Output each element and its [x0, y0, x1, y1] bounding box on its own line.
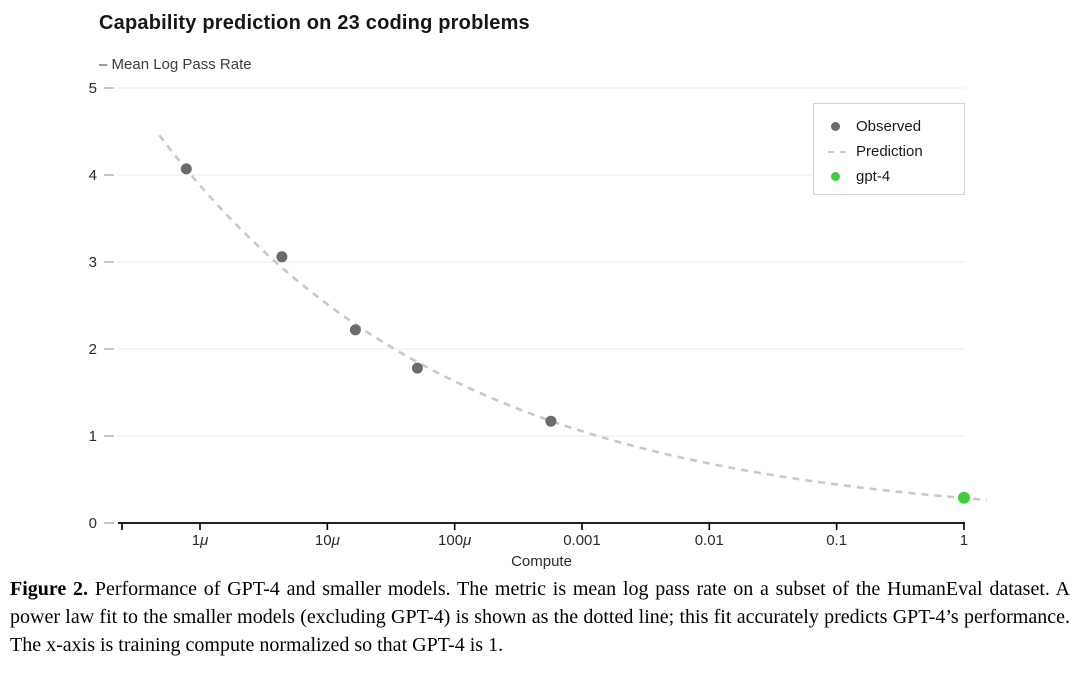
figure-caption: Figure 2. Performance of GPT-4 and small…	[10, 575, 1070, 659]
observed-point	[349, 324, 361, 336]
y-tick-label: 1	[89, 428, 97, 445]
y-tick-label: 2	[89, 341, 97, 358]
legend-item-prediction: Prediction	[828, 139, 964, 164]
y-tick-label: 0	[89, 515, 97, 532]
y-tick-label: 4	[89, 167, 97, 184]
x-tick-label: 0.01	[695, 532, 724, 549]
observed-point	[276, 251, 288, 263]
gpt4-dot-icon	[831, 172, 840, 181]
legend: Observed Prediction gpt-4	[813, 103, 965, 195]
y-tick-label: 3	[89, 254, 97, 271]
x-tick-label: 1μ	[192, 532, 209, 549]
legend-label-prediction: Prediction	[856, 143, 923, 160]
x-tick-label: 10μ	[315, 532, 340, 549]
prediction-dash-icon	[828, 150, 846, 153]
gpt4-point	[958, 491, 970, 504]
observed-dot-icon	[831, 122, 840, 131]
observed-marker-cell	[828, 122, 850, 131]
legend-label-gpt4: gpt-4	[856, 168, 891, 185]
observed-point	[545, 415, 557, 427]
legend-label-observed: Observed	[856, 118, 922, 135]
prediction-curve	[158, 134, 988, 502]
capability-prediction-chart: 0 1 2 3 4 5 1μ 10μ 100μ 0.001 0.01 0.1 1 Compute Capa…	[89, 12, 988, 570]
legend-item-gpt4: gpt-4	[828, 164, 964, 189]
x-tick-label: 0.001	[563, 532, 601, 549]
x-tick-label: 1	[960, 532, 968, 549]
figure-caption-text: Performance of GPT-4 and smaller models.…	[10, 578, 1070, 656]
gpt4-marker-cell	[828, 172, 850, 181]
x-axis-label: Compute	[511, 553, 572, 570]
x-tick-label: 100μ	[438, 532, 471, 549]
chart-subtitle: – Mean Log Pass Rate	[99, 56, 252, 73]
observed-point	[180, 163, 192, 175]
chart-title: Capability prediction on 23 coding probl…	[99, 12, 530, 34]
plot-svg: 0 1 2 3 4 5 1μ 10μ 100μ 0.001 0.01 0.1 1 Compute	[89, 80, 988, 570]
legend-item-observed: Observed	[828, 114, 964, 139]
x-tick-label: 0.1	[826, 532, 847, 549]
prediction-marker-cell	[828, 150, 850, 153]
y-tick-label: 5	[89, 80, 97, 97]
figure-caption-label: Figure 2.	[10, 578, 89, 600]
observed-point	[411, 362, 423, 374]
